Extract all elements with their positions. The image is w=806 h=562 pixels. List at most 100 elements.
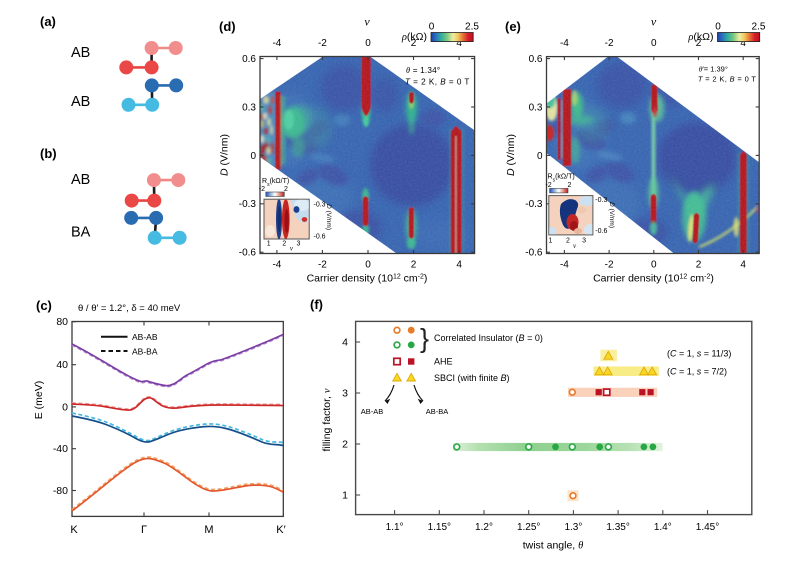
svg-text:twist angle, θ: twist angle, θ [523, 540, 584, 552]
svg-text:(f): (f) [310, 297, 323, 312]
svg-text:Carrier density (1012 cm-2): Carrier density (1012 cm-2) [593, 273, 714, 285]
svg-text:0: 0 [537, 151, 543, 162]
svg-text:(b): (b) [40, 146, 57, 161]
svg-text:Carrier density (1012 cm-2): Carrier density (1012 cm-2) [307, 273, 428, 285]
svg-text:D (V/nm): D (V/nm) [505, 134, 517, 176]
svg-text:-2: -2 [605, 38, 614, 49]
svg-text:AB-AB: AB-AB [361, 407, 384, 416]
svg-text:D (V/nm): D (V/nm) [219, 134, 231, 176]
svg-text:2: 2 [284, 186, 288, 193]
svg-text:0.6: 0.6 [242, 54, 256, 65]
svg-text:(c): (c) [36, 298, 52, 313]
svg-text:-0.6: -0.6 [595, 228, 607, 235]
svg-text:(e): (e) [505, 19, 521, 34]
svg-text:filling factor, ν: filling factor, ν [321, 388, 333, 451]
svg-text:2.5: 2.5 [752, 22, 766, 33]
svg-text:4: 4 [456, 260, 462, 271]
svg-text:1.2°: 1.2° [475, 522, 493, 533]
svg-text:2: 2 [411, 260, 417, 271]
svg-text:0.3: 0.3 [529, 102, 543, 113]
svg-text:θ / θ′ = 1.2°, δ = 40 meV: θ / θ′ = 1.2°, δ = 40 meV [78, 303, 181, 314]
svg-text:ρ(kΩ): ρ(kΩ) [687, 31, 713, 43]
svg-text:ν: ν [364, 15, 370, 29]
svg-text:2: 2 [566, 238, 570, 245]
svg-text:2: 2 [342, 439, 348, 451]
svg-text:AB: AB [71, 45, 90, 61]
svg-text:0: 0 [651, 260, 657, 271]
svg-text:-4: -4 [560, 38, 569, 49]
svg-text:1.3°: 1.3° [564, 522, 582, 533]
svg-text:-2: -2 [259, 186, 265, 193]
svg-text:}: } [420, 324, 429, 354]
svg-text:-0.3: -0.3 [314, 202, 326, 209]
svg-text:1.15°: 1.15° [428, 522, 451, 533]
svg-text:SBCI (with finite B): SBCI (with finite B) [434, 373, 510, 383]
svg-text:-0.6: -0.6 [525, 248, 543, 259]
svg-text:-40: -40 [53, 443, 68, 455]
svg-text:(d): (d) [219, 19, 236, 34]
svg-text:ρ(kΩ): ρ(kΩ) [401, 31, 427, 43]
svg-text:D (V/nm): D (V/nm) [608, 202, 615, 228]
svg-text:4: 4 [342, 337, 348, 349]
svg-text:-80: -80 [53, 485, 68, 497]
svg-text:E (meV): E (meV) [33, 381, 45, 420]
svg-text:AB-BA: AB-BA [426, 407, 449, 416]
svg-text:ν: ν [573, 242, 577, 250]
svg-text:θ = 1.34°: θ = 1.34° [406, 66, 440, 75]
svg-text:2: 2 [411, 38, 417, 49]
svg-text:AB: AB [71, 94, 90, 110]
svg-text:BA: BA [71, 225, 91, 241]
svg-text:K′: K′ [276, 524, 285, 536]
svg-text:4: 4 [740, 38, 746, 49]
svg-text:-0.6: -0.6 [314, 234, 326, 241]
svg-text:K: K [70, 524, 78, 536]
svg-text:ν: ν [290, 245, 294, 253]
svg-text:1.45°: 1.45° [696, 522, 719, 533]
svg-text:40: 40 [56, 359, 68, 371]
svg-text:0: 0 [715, 22, 721, 33]
svg-text:-2: -2 [605, 260, 614, 271]
svg-text:AB-AB: AB-AB [132, 332, 158, 342]
svg-text:3: 3 [342, 388, 348, 400]
svg-text:Correlated Insulator (B = 0): Correlated Insulator (B = 0) [434, 333, 543, 343]
svg-text:T = 2 K, B = 0 T: T = 2 K, B = 0 T [698, 75, 756, 84]
svg-text:0: 0 [62, 401, 68, 413]
svg-text:-2: -2 [318, 260, 327, 271]
svg-text:0: 0 [651, 38, 657, 49]
svg-text:-4: -4 [560, 260, 569, 271]
svg-text:80: 80 [56, 316, 68, 328]
svg-text:1.4°: 1.4° [654, 522, 672, 533]
svg-text:Rs(kΩ/T): Rs(kΩ/T) [548, 174, 575, 184]
svg-text:Γ: Γ [141, 524, 147, 536]
svg-text:0.6: 0.6 [529, 54, 543, 65]
svg-text:θ′= 1.39°: θ′= 1.39° [699, 65, 728, 74]
svg-text:3: 3 [297, 241, 301, 248]
svg-text:0: 0 [250, 151, 256, 162]
svg-text:D (V/nm): D (V/nm) [325, 204, 332, 230]
svg-text:-4: -4 [272, 260, 281, 271]
svg-text:AB-BA: AB-BA [132, 347, 158, 357]
svg-text:3: 3 [582, 238, 586, 245]
svg-text:-2: -2 [318, 38, 327, 49]
svg-text:4: 4 [740, 260, 746, 271]
svg-text:4: 4 [456, 38, 462, 49]
svg-text:1.1°: 1.1° [386, 522, 404, 533]
svg-text:1: 1 [342, 490, 348, 502]
svg-text:(a): (a) [40, 14, 56, 29]
svg-text:1: 1 [267, 241, 271, 248]
svg-text:1.35°: 1.35° [606, 522, 629, 533]
svg-text:-2: -2 [545, 182, 551, 189]
svg-text:2: 2 [696, 38, 702, 49]
svg-text:(C = 1, s = 7/2): (C = 1, s = 7/2) [667, 367, 727, 377]
svg-text:2: 2 [282, 241, 286, 248]
svg-text:AHE: AHE [434, 357, 453, 367]
svg-text:-0.3: -0.3 [525, 199, 543, 210]
svg-text:0.3: 0.3 [242, 102, 256, 113]
svg-text:Rs(kΩ/T): Rs(kΩ/T) [262, 178, 289, 188]
svg-text:0: 0 [365, 38, 371, 49]
svg-text:0: 0 [365, 260, 371, 271]
svg-text:-4: -4 [272, 38, 281, 49]
svg-text:T = 2 K, B = 0 T: T = 2 K, B = 0 T [405, 78, 470, 87]
svg-text:2: 2 [696, 260, 702, 271]
svg-text:2.5: 2.5 [465, 22, 479, 33]
